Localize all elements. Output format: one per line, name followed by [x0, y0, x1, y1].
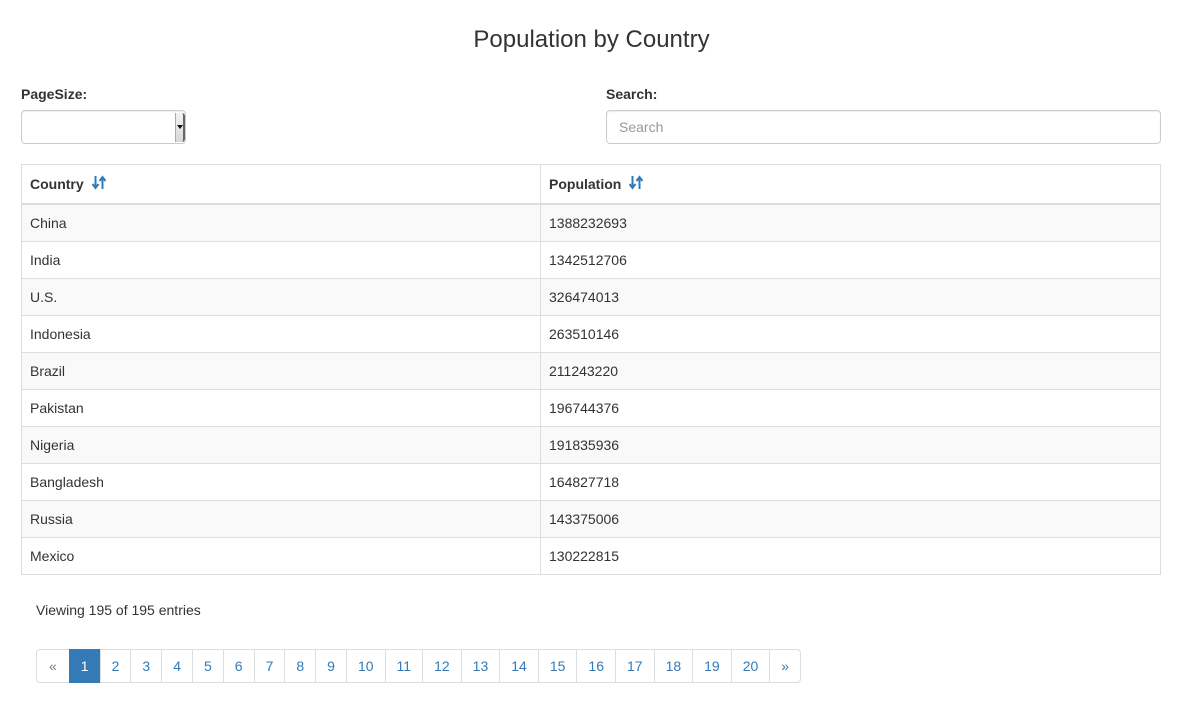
population-table: Country Population [21, 164, 1161, 575]
country-cell: U.S. [21, 278, 541, 316]
pagination-page[interactable]: 12 [422, 649, 462, 683]
table-header-row: Country Population [21, 164, 1161, 205]
table-row: Bangladesh 164827718 [21, 463, 1161, 501]
pagination-page[interactable]: 16 [576, 649, 616, 683]
country-cell: Brazil [21, 352, 541, 390]
pagination-page[interactable]: 9 [315, 649, 347, 683]
country-cell: Bangladesh [21, 463, 541, 501]
column-header-label: Country [30, 176, 84, 192]
country-cell: Pakistan [21, 389, 541, 427]
pagination-page[interactable]: 7 [253, 649, 286, 683]
pagesize-label: PageSize: [21, 86, 88, 102]
entries-info: Viewing 195 of 195 entries [36, 602, 201, 618]
population-cell: 211243220 [540, 352, 1161, 390]
pagination-page[interactable]: 5 [191, 649, 224, 683]
column-header-population[interactable]: Population [540, 164, 1161, 205]
pagination-page[interactable]: 15 [537, 649, 578, 683]
pagination-prev[interactable]: « [36, 649, 70, 683]
sort-alt-icon[interactable] [91, 175, 106, 195]
column-header-label: Population [549, 176, 622, 192]
population-cell: 1342512706 [540, 241, 1161, 279]
pagination-page[interactable]: 3 [130, 649, 163, 683]
population-cell: 326474013 [540, 278, 1161, 316]
table-row: India 1342512706 [21, 241, 1161, 279]
table-row: Brazil 211243220 [21, 352, 1161, 390]
country-cell: Indonesia [21, 315, 541, 353]
table-row: Pakistan 196744376 [21, 389, 1161, 427]
table-row: Indonesia 263510146 [21, 315, 1161, 353]
population-cell: 196744376 [540, 389, 1161, 427]
pagesize-select[interactable] [21, 110, 186, 144]
pagination-next[interactable]: » [769, 649, 802, 683]
table-row: Mexico 130222815 [21, 537, 1161, 575]
population-cell: 263510146 [540, 315, 1161, 353]
population-cell: 164827718 [540, 463, 1161, 501]
pagination-page[interactable]: 11 [384, 649, 424, 683]
search-label: Search: [606, 86, 658, 102]
search-input[interactable] [606, 110, 1161, 144]
table-row: Russia 143375006 [21, 500, 1161, 538]
pagination-page[interactable]: 2 [99, 649, 132, 683]
chevron-down-icon[interactable] [175, 113, 185, 142]
table-row: China 1388232693 [21, 203, 1161, 242]
pagination-page[interactable]: 4 [161, 649, 193, 683]
pagination-page[interactable]: 6 [222, 649, 255, 683]
country-cell: Mexico [21, 537, 541, 575]
table-row: U.S. 326474013 [21, 278, 1161, 316]
population-cell: 1388232693 [540, 203, 1161, 242]
sort-alt-icon[interactable] [628, 175, 644, 195]
pagination: « 1 2 3 4 5 6 7 8 9 10 11 12 13 14 15 16… [36, 649, 802, 683]
pagination-page[interactable]: 18 [653, 649, 694, 683]
country-cell: India [21, 241, 541, 279]
page-title: Population by Country [473, 26, 710, 53]
country-cell: China [21, 203, 541, 242]
population-cell: 191835936 [540, 426, 1161, 464]
pagination-page[interactable]: 17 [614, 649, 655, 683]
population-cell: 143375006 [540, 500, 1161, 538]
pagination-page[interactable]: 19 [692, 649, 732, 683]
pagination-page[interactable]: 13 [460, 649, 501, 683]
country-cell: Russia [21, 500, 541, 538]
pagination-page[interactable]: 8 [284, 649, 317, 683]
pagination-page[interactable]: 14 [499, 649, 539, 683]
table-row: Nigeria 191835936 [21, 426, 1161, 464]
pagination-page[interactable]: 20 [730, 649, 771, 683]
column-header-country[interactable]: Country [21, 164, 541, 205]
pagination-page[interactable]: 1 [68, 649, 101, 683]
pagination-page[interactable]: 10 [345, 649, 386, 683]
country-cell: Nigeria [21, 426, 541, 464]
population-cell: 130222815 [540, 537, 1161, 575]
